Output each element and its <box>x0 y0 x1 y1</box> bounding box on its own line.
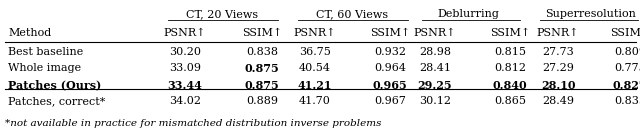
Text: 0.964: 0.964 <box>374 63 406 73</box>
Text: 0.775: 0.775 <box>614 63 640 73</box>
Text: Patches, correct*: Patches, correct* <box>8 96 106 106</box>
Text: CT, 20 Views: CT, 20 Views <box>186 9 258 19</box>
Text: Best baseline: Best baseline <box>8 47 83 57</box>
Text: SSIM↑: SSIM↑ <box>242 28 282 38</box>
Text: 0.965: 0.965 <box>372 80 408 91</box>
Text: 41.21: 41.21 <box>298 80 332 91</box>
Text: PSNR↑: PSNR↑ <box>537 28 579 38</box>
Text: 34.02: 34.02 <box>169 96 201 106</box>
Text: 36.75: 36.75 <box>299 47 331 57</box>
Text: 0.812: 0.812 <box>494 63 526 73</box>
Text: Superresolution: Superresolution <box>545 9 636 19</box>
Text: 0.865: 0.865 <box>494 96 526 106</box>
Text: 28.49: 28.49 <box>542 96 574 106</box>
Text: Whole image: Whole image <box>8 63 81 73</box>
Text: SSIM↑: SSIM↑ <box>490 28 530 38</box>
Text: 29.25: 29.25 <box>418 80 452 91</box>
Text: 0.809: 0.809 <box>614 47 640 57</box>
Text: 27.29: 27.29 <box>542 63 574 73</box>
Text: PSNR↑: PSNR↑ <box>413 28 456 38</box>
Text: 0.815: 0.815 <box>494 47 526 57</box>
Text: 0.932: 0.932 <box>374 47 406 57</box>
Text: CT, 60 Views: CT, 60 Views <box>316 9 388 19</box>
Text: Method: Method <box>8 28 51 38</box>
Text: 0.838: 0.838 <box>246 47 278 57</box>
Text: 27.73: 27.73 <box>542 47 574 57</box>
Text: Patches (Ours): Patches (Ours) <box>8 80 101 91</box>
Text: 41.70: 41.70 <box>299 96 331 106</box>
Text: SSIM↑: SSIM↑ <box>610 28 640 38</box>
Text: 0.840: 0.840 <box>493 80 527 91</box>
Text: 0.875: 0.875 <box>244 80 280 91</box>
Text: 0.967: 0.967 <box>374 96 406 106</box>
Text: 0.835: 0.835 <box>614 96 640 106</box>
Text: 28.41: 28.41 <box>419 63 451 73</box>
Text: 33.09: 33.09 <box>169 63 201 73</box>
Text: Deblurring: Deblurring <box>437 9 499 19</box>
Text: 28.10: 28.10 <box>541 80 575 91</box>
Text: 0.889: 0.889 <box>246 96 278 106</box>
Text: 0.875: 0.875 <box>244 63 280 74</box>
Text: 40.54: 40.54 <box>299 63 331 73</box>
Text: PSNR↑: PSNR↑ <box>164 28 206 38</box>
Text: 30.12: 30.12 <box>419 96 451 106</box>
Text: 30.20: 30.20 <box>169 47 201 57</box>
Text: 33.44: 33.44 <box>168 80 202 91</box>
Text: PSNR↑: PSNR↑ <box>294 28 336 38</box>
Text: *not available in practice for mismatched distribution inverse problems: *not available in practice for mismatche… <box>5 119 381 129</box>
Text: 0.827: 0.827 <box>612 80 640 91</box>
Text: SSIM↑: SSIM↑ <box>370 28 410 38</box>
Text: 28.98: 28.98 <box>419 47 451 57</box>
